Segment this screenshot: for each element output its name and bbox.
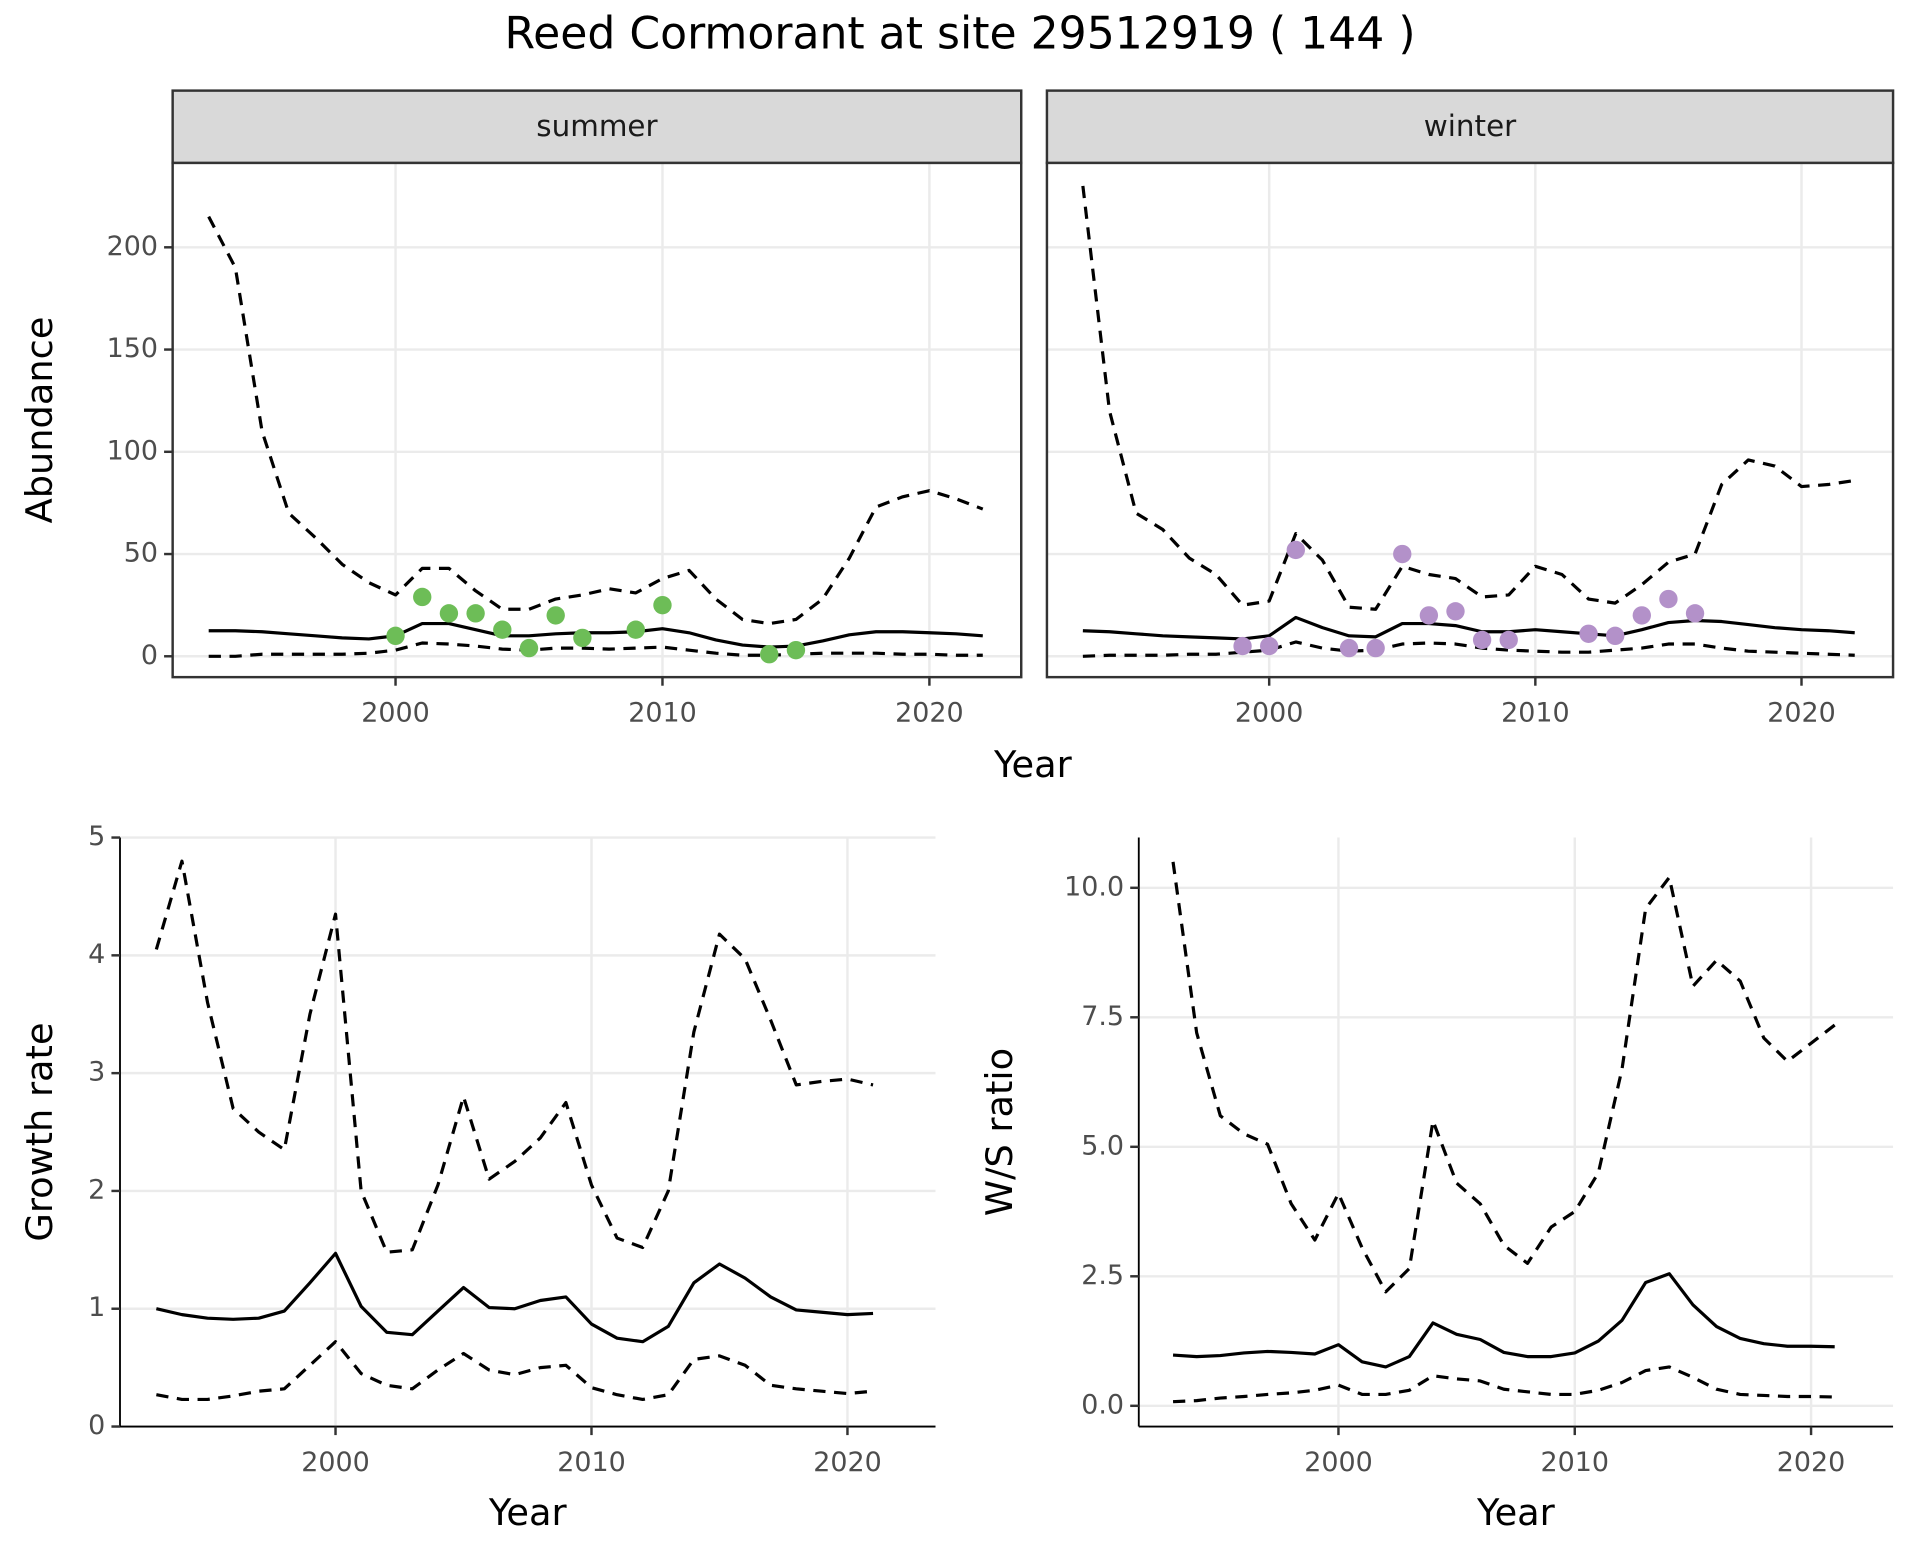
data-point [786, 640, 806, 660]
data-point [493, 620, 512, 639]
x-axis-title: Year [488, 1491, 568, 1534]
y-axis-title: Abundance [18, 317, 61, 524]
y-tick-label: 0 [141, 640, 158, 671]
x-axis-title: Year [993, 743, 1073, 786]
panel-background [1138, 837, 1894, 1427]
x-tick-label: 2010 [1501, 697, 1570, 728]
y-tick-label: 50 [124, 538, 158, 569]
y-axis-title: Growth rate [18, 1022, 61, 1241]
x-tick-label: 2010 [1541, 1447, 1610, 1478]
data-point [1233, 636, 1252, 656]
data-point [386, 626, 405, 646]
x-tick-label: 2020 [1767, 697, 1836, 728]
data-point [1259, 636, 1279, 656]
data-point [1472, 630, 1492, 650]
panel-background [1046, 162, 1894, 678]
series-line [208, 641, 983, 658]
data-point [653, 595, 672, 615]
series-line [207, 215, 984, 626]
y-tick-label: 2.5 [1081, 1260, 1124, 1291]
data-point [466, 604, 485, 623]
series-line [208, 621, 983, 649]
y-tick-label: 5 [88, 821, 105, 852]
y-tick-label: 150 [107, 333, 158, 364]
y-tick-label: 0.0 [1081, 1389, 1124, 1420]
facet-strip [171, 89, 1023, 165]
panel-background [120, 837, 936, 1427]
x-tick-label: 2010 [557, 1447, 626, 1478]
y-tick-label: 200 [107, 231, 158, 262]
y-tick-label: 5.0 [1081, 1130, 1124, 1161]
x-tick-label: 2020 [895, 697, 964, 728]
panel-background [172, 162, 1022, 678]
x-tick-label: 2000 [301, 1447, 370, 1478]
data-point [1446, 602, 1465, 621]
data-point [626, 620, 645, 639]
y-tick-label: 3 [88, 1057, 105, 1088]
x-tick-label: 2000 [361, 697, 430, 728]
data-point [439, 604, 459, 623]
series-line [154, 859, 874, 1254]
facet-label: summer [536, 109, 658, 143]
data-point [1286, 540, 1305, 560]
data-point [1606, 626, 1625, 646]
y-tick-label: 100 [107, 435, 158, 466]
data-point [1685, 604, 1705, 623]
facet-strip [1045, 89, 1895, 165]
data-point [1499, 630, 1518, 650]
data-point [1579, 624, 1598, 643]
data-point [1419, 606, 1439, 625]
x-tick-label: 2000 [1304, 1447, 1373, 1478]
data-point [519, 638, 539, 658]
data-point [1393, 544, 1412, 564]
data-point [546, 606, 565, 625]
series-line [1081, 185, 1855, 611]
series-line [155, 1251, 874, 1344]
figure-title: Reed Cormorant at site 29512919 ( 144 ) [504, 9, 1415, 60]
data-point [573, 628, 592, 648]
series-line [1172, 1365, 1835, 1404]
x-tick-label: 2020 [1777, 1447, 1846, 1478]
x-tick-label: 2000 [1235, 697, 1304, 728]
series-line [1082, 615, 1855, 641]
data-point [1659, 589, 1678, 609]
data-point [413, 587, 432, 607]
x-tick-label: 2010 [628, 697, 697, 728]
y-tick-label: 4 [88, 939, 105, 970]
y-tick-label: 10.0 [1064, 871, 1124, 902]
series-line [1172, 1272, 1835, 1369]
x-tick-label: 2020 [813, 1447, 882, 1478]
facet-label: winter [1424, 109, 1517, 143]
data-point [760, 645, 779, 664]
x-axis-title: Year [1476, 1491, 1556, 1534]
data-point [1632, 606, 1651, 625]
y-tick-label: 0 [88, 1410, 105, 1441]
y-tick-label: 1 [88, 1292, 105, 1323]
y-axis-title: W/S ratio [978, 1048, 1021, 1216]
series-line [1171, 861, 1836, 1294]
series-line [1082, 640, 1855, 658]
y-tick-label: 7.5 [1081, 1001, 1124, 1032]
data-point [1366, 638, 1385, 658]
data-point [1339, 638, 1359, 658]
y-tick-label: 2 [88, 1174, 105, 1205]
